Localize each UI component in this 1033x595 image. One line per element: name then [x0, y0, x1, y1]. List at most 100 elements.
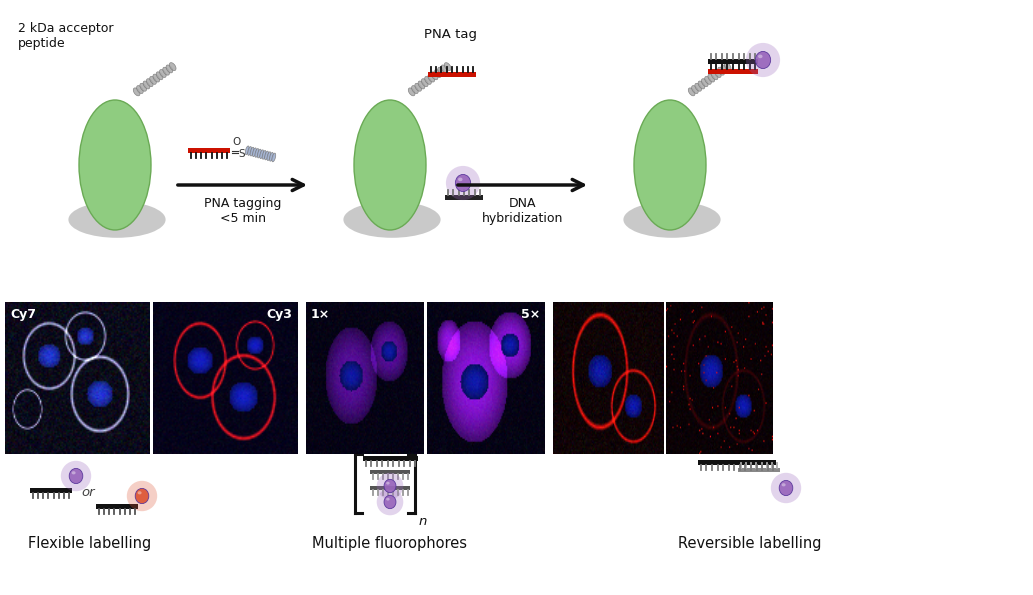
Bar — [708, 69, 758, 74]
Ellipse shape — [272, 153, 276, 162]
Ellipse shape — [779, 480, 792, 496]
Bar — [96, 504, 138, 509]
Ellipse shape — [79, 100, 151, 230]
Ellipse shape — [61, 461, 91, 491]
Text: 2 kDa acceptor
peptide: 2 kDa acceptor peptide — [18, 22, 114, 50]
Ellipse shape — [634, 100, 706, 230]
Ellipse shape — [262, 151, 267, 159]
Bar — [370, 486, 410, 490]
Ellipse shape — [458, 177, 463, 181]
Ellipse shape — [136, 86, 144, 93]
Ellipse shape — [267, 152, 271, 161]
Text: or: or — [82, 487, 95, 499]
Ellipse shape — [431, 72, 438, 80]
Bar — [428, 72, 476, 77]
Ellipse shape — [623, 201, 721, 238]
Ellipse shape — [446, 166, 480, 200]
Ellipse shape — [377, 488, 403, 515]
Ellipse shape — [456, 174, 471, 192]
Text: Reversible labelling: Reversible labelling — [679, 536, 821, 551]
Ellipse shape — [69, 468, 83, 484]
Ellipse shape — [758, 55, 762, 58]
Ellipse shape — [721, 65, 728, 73]
Text: 1×: 1× — [311, 308, 330, 321]
Ellipse shape — [421, 79, 428, 87]
Bar — [445, 195, 483, 200]
Ellipse shape — [418, 81, 425, 89]
Ellipse shape — [384, 480, 396, 493]
Ellipse shape — [755, 51, 771, 68]
Ellipse shape — [264, 151, 269, 160]
Text: PNA tag: PNA tag — [424, 28, 476, 41]
Ellipse shape — [135, 488, 149, 503]
Text: Cy7: Cy7 — [10, 308, 37, 321]
Ellipse shape — [415, 83, 421, 91]
Ellipse shape — [144, 81, 150, 89]
Ellipse shape — [259, 150, 263, 159]
Ellipse shape — [139, 83, 147, 91]
Text: Cy3: Cy3 — [267, 308, 292, 321]
Ellipse shape — [137, 491, 142, 494]
Ellipse shape — [166, 65, 173, 73]
Ellipse shape — [441, 65, 447, 73]
Ellipse shape — [715, 70, 721, 77]
Ellipse shape — [377, 472, 403, 499]
Text: S: S — [238, 149, 245, 159]
Text: Multiple fluorophores: Multiple fluorophores — [313, 536, 468, 551]
Ellipse shape — [386, 482, 389, 484]
Ellipse shape — [435, 70, 441, 77]
Ellipse shape — [257, 149, 261, 158]
Ellipse shape — [698, 81, 705, 89]
Ellipse shape — [771, 473, 802, 503]
Ellipse shape — [724, 62, 731, 71]
Ellipse shape — [691, 86, 698, 93]
Ellipse shape — [444, 62, 451, 71]
Ellipse shape — [169, 62, 176, 71]
Ellipse shape — [71, 471, 75, 474]
Bar — [738, 468, 780, 472]
Ellipse shape — [147, 79, 153, 87]
Bar — [370, 470, 410, 474]
Ellipse shape — [159, 70, 166, 77]
Text: PNA tagging
<5 min: PNA tagging <5 min — [204, 197, 281, 225]
Ellipse shape — [701, 79, 708, 87]
Bar — [363, 456, 418, 461]
Ellipse shape — [705, 76, 712, 84]
Ellipse shape — [250, 147, 254, 156]
Ellipse shape — [782, 483, 786, 486]
Ellipse shape — [255, 149, 259, 157]
Ellipse shape — [425, 76, 432, 84]
Bar — [30, 488, 72, 493]
Ellipse shape — [386, 498, 389, 500]
Text: O: O — [232, 137, 241, 147]
Ellipse shape — [245, 146, 249, 155]
Ellipse shape — [712, 72, 718, 80]
Ellipse shape — [252, 148, 256, 156]
Ellipse shape — [695, 83, 701, 91]
Ellipse shape — [408, 88, 415, 96]
Ellipse shape — [150, 76, 156, 84]
Bar — [188, 148, 230, 153]
Ellipse shape — [708, 74, 715, 82]
Ellipse shape — [354, 100, 426, 230]
Ellipse shape — [156, 72, 163, 80]
Ellipse shape — [438, 67, 444, 75]
Ellipse shape — [411, 86, 418, 93]
Ellipse shape — [153, 74, 160, 82]
Ellipse shape — [718, 67, 724, 75]
Ellipse shape — [270, 152, 274, 161]
Ellipse shape — [163, 67, 169, 75]
Ellipse shape — [688, 88, 695, 96]
Ellipse shape — [68, 201, 165, 238]
Ellipse shape — [127, 481, 157, 511]
Text: n: n — [419, 515, 428, 528]
Ellipse shape — [343, 201, 441, 238]
Bar — [698, 460, 776, 465]
Ellipse shape — [133, 88, 140, 96]
Ellipse shape — [384, 496, 396, 509]
Text: DNA
hybridization: DNA hybridization — [481, 197, 563, 225]
Ellipse shape — [248, 146, 252, 155]
Ellipse shape — [428, 74, 435, 82]
Text: 5×: 5× — [521, 308, 540, 321]
Text: Flexible labelling: Flexible labelling — [28, 536, 152, 551]
